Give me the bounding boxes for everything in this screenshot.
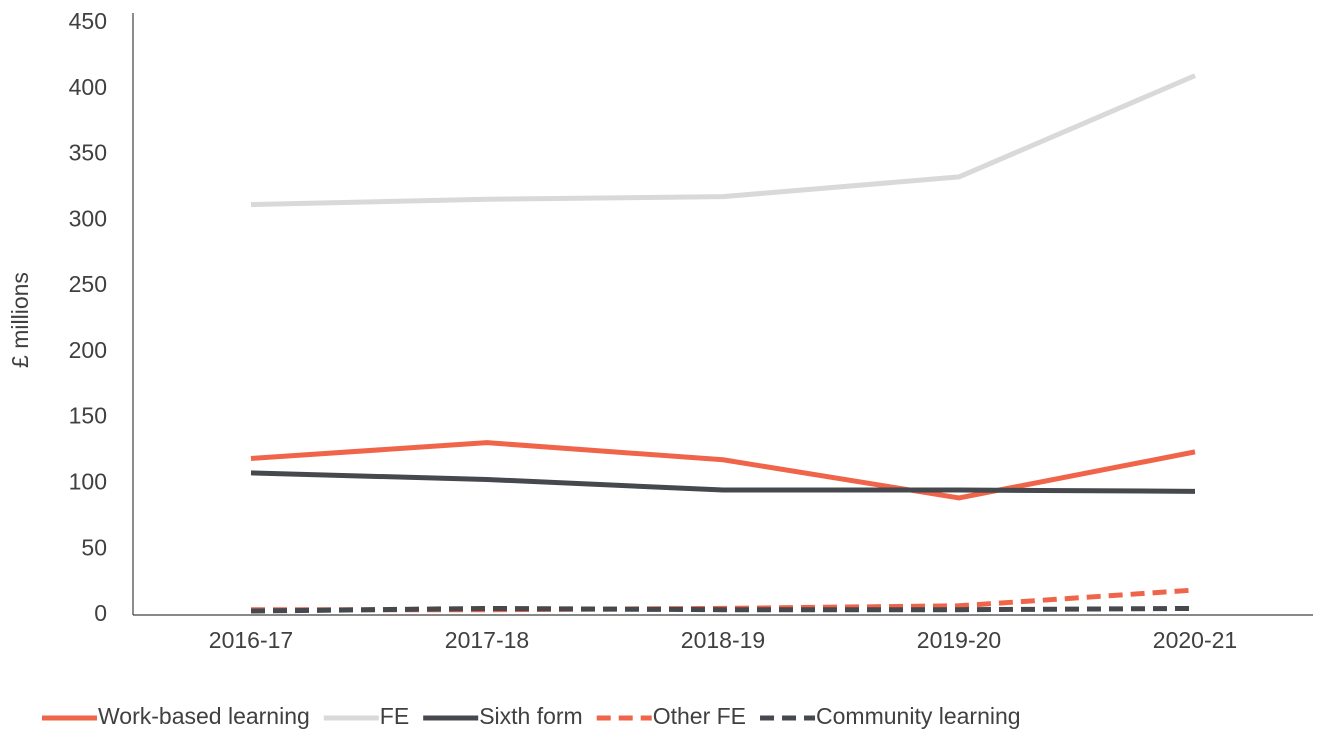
legend-label: Community learning <box>816 703 1021 729</box>
x-tick-label: 2019-20 <box>917 627 1001 653</box>
series-line <box>250 440 1196 501</box>
y-tick-label: 400 <box>69 74 107 100</box>
series-line <box>250 470 1196 494</box>
y-tick-label: 350 <box>69 140 107 166</box>
legend-label: Work-based learning <box>98 703 310 729</box>
y-tick-label: 450 <box>69 8 107 34</box>
y-tick-label: 300 <box>69 205 107 231</box>
y-tick-label: 250 <box>69 271 107 297</box>
x-tick-label: 2016-17 <box>209 627 293 653</box>
series-line <box>250 605 1196 614</box>
x-tick-label: 2020-21 <box>1153 627 1237 653</box>
y-tick-label: 100 <box>69 469 107 495</box>
y-tick-label: 0 <box>94 600 107 626</box>
y-axis-label: £ millions <box>7 272 33 368</box>
legend-label: FE <box>380 703 409 729</box>
series-line <box>250 73 1196 208</box>
x-tick-label: 2017-18 <box>445 627 529 653</box>
legend-label: Other FE <box>653 703 746 729</box>
legend-label: Sixth form <box>479 703 583 729</box>
x-tick-label: 2018-19 <box>681 627 765 653</box>
y-tick-label: 200 <box>69 337 107 363</box>
y-tick-label: 150 <box>69 403 107 429</box>
y-tick-label: 50 <box>81 534 107 560</box>
